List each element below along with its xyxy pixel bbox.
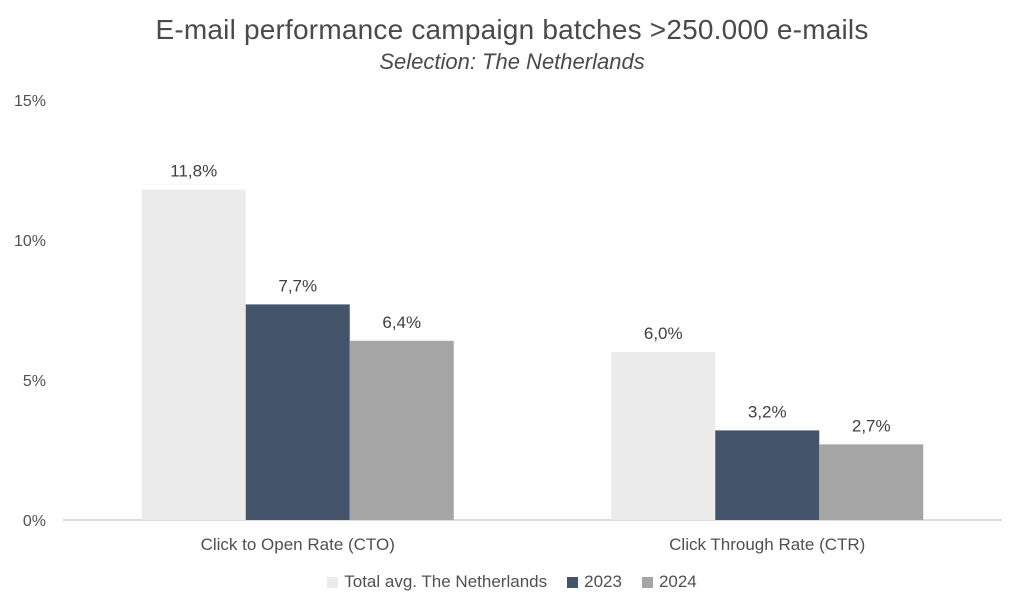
data-label: 6,4%	[382, 313, 421, 332]
bar-click-to-open-rate-cto-2023	[245, 304, 350, 520]
bar-chart: 0% 5% 10% 15% 11,8% 7,7% 6,4% Click to Open Rat…	[14, 93, 1002, 554]
legend-item-2023: 2023	[567, 572, 622, 592]
bar-click-to-open-rate-cto-2024	[349, 340, 454, 520]
legend-swatch-total-avg	[327, 576, 339, 588]
bar-click-through-rate-ctr-2024	[819, 444, 924, 520]
legend-label-2023: 2023	[584, 572, 622, 591]
bar-click-through-rate-ctr-total-avg-the-netherlands	[611, 352, 716, 520]
data-label: 6,0%	[644, 324, 683, 343]
legend-item-2024: 2024	[641, 572, 697, 592]
legend: Total avg. The Netherlands 2023 2024	[0, 572, 1024, 592]
bar-click-through-rate-ctr-2023	[715, 430, 820, 520]
legend-swatch-2024	[641, 576, 653, 588]
y-tick-label: 15%	[14, 93, 46, 110]
category-label: Click Through Rate (CTR)	[669, 535, 865, 554]
data-label: 7,7%	[278, 276, 317, 295]
data-label: 11,8%	[170, 162, 217, 181]
chart-title: E-mail performance campaign batches >250…	[155, 14, 869, 45]
legend-label-2024: 2024	[658, 572, 697, 591]
chart-subtitle: Selection: The Netherlands	[379, 49, 645, 74]
legend-swatch-2023	[567, 576, 579, 588]
data-label: 3,2%	[748, 402, 787, 421]
legend-item-total-avg: Total avg. The Netherlands	[327, 572, 547, 592]
y-tick-label: 10%	[14, 233, 46, 250]
category-label: Click to Open Rate (CTO)	[201, 535, 395, 554]
legend-label-total-avg: Total avg. The Netherlands	[344, 572, 548, 591]
y-tick-label: 5%	[23, 373, 46, 390]
y-tick-label: 0%	[23, 513, 46, 530]
data-label: 2,7%	[852, 416, 891, 435]
bar-click-to-open-rate-cto-total-avg-the-netherlands	[141, 189, 246, 520]
